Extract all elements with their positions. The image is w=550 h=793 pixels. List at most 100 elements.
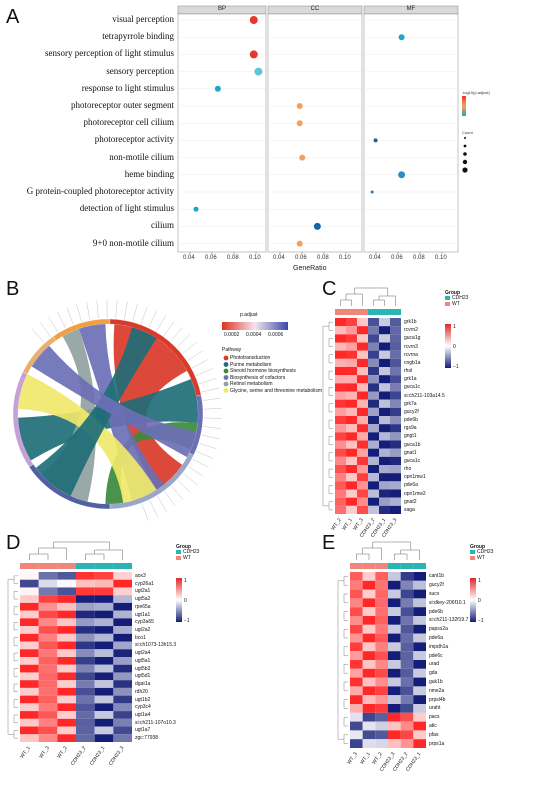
- heatmap-cell: [357, 334, 368, 343]
- heatmap-cell: [76, 633, 95, 642]
- heatmap-cell: [94, 657, 114, 665]
- row-dendrogram: [343, 664, 348, 674]
- heatmap-cell: [94, 618, 114, 627]
- heatmap-cell: [413, 642, 426, 652]
- heatmap-cell: [57, 664, 76, 673]
- x-tick-label: 0.10: [435, 255, 447, 261]
- gene-label-tick: [148, 310, 157, 328]
- heatmap-cell: [388, 580, 401, 590]
- heatmap-cell: [390, 481, 401, 490]
- heatmap-cell: [57, 726, 76, 735]
- gene-label-tick: [124, 301, 128, 320]
- heatmap-cell: [368, 481, 379, 490]
- gene-label: pacs: [429, 714, 440, 721]
- gene-label-tick: [199, 377, 217, 384]
- panel-letter-d: D: [6, 532, 21, 554]
- heatmap-cell: [335, 440, 346, 449]
- heatmap-cell: [388, 616, 401, 625]
- gene-label: rho: [404, 466, 412, 473]
- heatmap-cell: [350, 677, 363, 687]
- heatmap-cell: [400, 677, 414, 687]
- heatmap-cell: [375, 580, 388, 590]
- heatmap-cell: [57, 610, 76, 619]
- gene-label: ugt1a4: [135, 711, 151, 718]
- heatmap-cell: [357, 432, 368, 441]
- heatmap-cell: [362, 712, 376, 722]
- heatmap-cell: [113, 687, 132, 696]
- heatmap-cell: [368, 367, 379, 376]
- gene-label-tick: [57, 311, 66, 329]
- heatmap-cell: [57, 734, 76, 742]
- gene-label: cngb1a: [404, 359, 421, 366]
- heatmap-cell: [362, 598, 376, 608]
- row-dendrogram: [328, 387, 333, 396]
- heatmap-cell: [346, 383, 357, 392]
- heatmap-cell: [38, 641, 58, 650]
- gene-label: saga: [404, 506, 415, 513]
- heatmap-scale-label: 1: [478, 578, 481, 584]
- heatmap-cell: [388, 589, 401, 599]
- heatmap-cell: [413, 633, 426, 643]
- go-term-label: photoreceptor cell cilium: [83, 117, 174, 128]
- heatmap-cell: [76, 579, 95, 588]
- gene-label: pde6c: [429, 652, 443, 659]
- gene-label-tick: [164, 491, 176, 507]
- gene-label: impdh1a: [429, 643, 449, 650]
- data-dot: [214, 85, 221, 92]
- group-annotation-cell: [400, 563, 414, 569]
- heatmap-cell: [335, 399, 346, 408]
- heatmap-cell: [368, 416, 379, 425]
- heatmap-cell: [113, 602, 132, 611]
- heatmap-cell: [362, 651, 376, 660]
- heatmap-cell: [413, 616, 426, 625]
- go-term-label: sensory perception of light stimulus: [45, 48, 174, 59]
- heatmap-cell: [390, 391, 401, 400]
- gene-label: bco1: [135, 634, 146, 641]
- gene-label: rpe65a: [135, 603, 151, 610]
- heatmap-cell: [375, 598, 388, 608]
- facet-area: [267, 13, 363, 253]
- heatmap-cell: [113, 626, 132, 634]
- heatmap-cell: [375, 704, 388, 713]
- gene-label-tick: [201, 434, 220, 440]
- gene-label: rgs9a: [404, 425, 417, 432]
- go-term-label: 9+0 non-motile cilium: [92, 237, 174, 248]
- heatmap-cell: [57, 579, 76, 588]
- heatmap-cell: [379, 440, 390, 449]
- gene-label-tick: [176, 334, 190, 348]
- heatmap-cell: [20, 633, 39, 642]
- data-dot: [398, 34, 405, 41]
- heatmap-cell: [94, 626, 114, 634]
- heatmap-cell: [390, 489, 401, 498]
- heatmap-cell: [357, 318, 368, 327]
- heatmap-cell: [362, 695, 376, 704]
- row-dendrogram: [343, 734, 348, 744]
- heatmap-cell: [38, 687, 58, 696]
- heatmap-cell: [113, 595, 132, 603]
- heatmap-cell: [379, 367, 390, 376]
- gene-label-tick: [192, 459, 209, 468]
- go-term-label: photoreceptor activity: [94, 134, 174, 145]
- heatmap-cell: [76, 680, 95, 688]
- heatmap-color-scale: [445, 324, 451, 368]
- heatmap-cell: [38, 595, 58, 603]
- group-legend-title: Group: [176, 544, 191, 550]
- pathway-legend-swatch: [223, 381, 229, 387]
- heatmap-cell: [94, 587, 114, 596]
- group-legend-label: CDH23: [452, 295, 469, 301]
- heatmap-cell: [379, 456, 390, 465]
- group-annotation-cell: [113, 563, 132, 569]
- heatmap-cell: [113, 664, 132, 673]
- heatmap-cell: [413, 607, 426, 616]
- data-dot: [249, 16, 258, 24]
- heatmap-cell: [379, 326, 390, 335]
- heatmap-cell: [76, 587, 95, 596]
- heatmap-cell: [390, 334, 401, 343]
- heatmap-cell: [335, 473, 346, 482]
- heatmap-cell: [76, 595, 95, 603]
- heatmap-cell: [335, 448, 346, 457]
- row-dendrogram: [343, 611, 348, 621]
- heatmap-cell: [38, 718, 58, 727]
- heatmap-cell: [388, 598, 401, 608]
- x-tick-label: 0.08: [227, 255, 239, 261]
